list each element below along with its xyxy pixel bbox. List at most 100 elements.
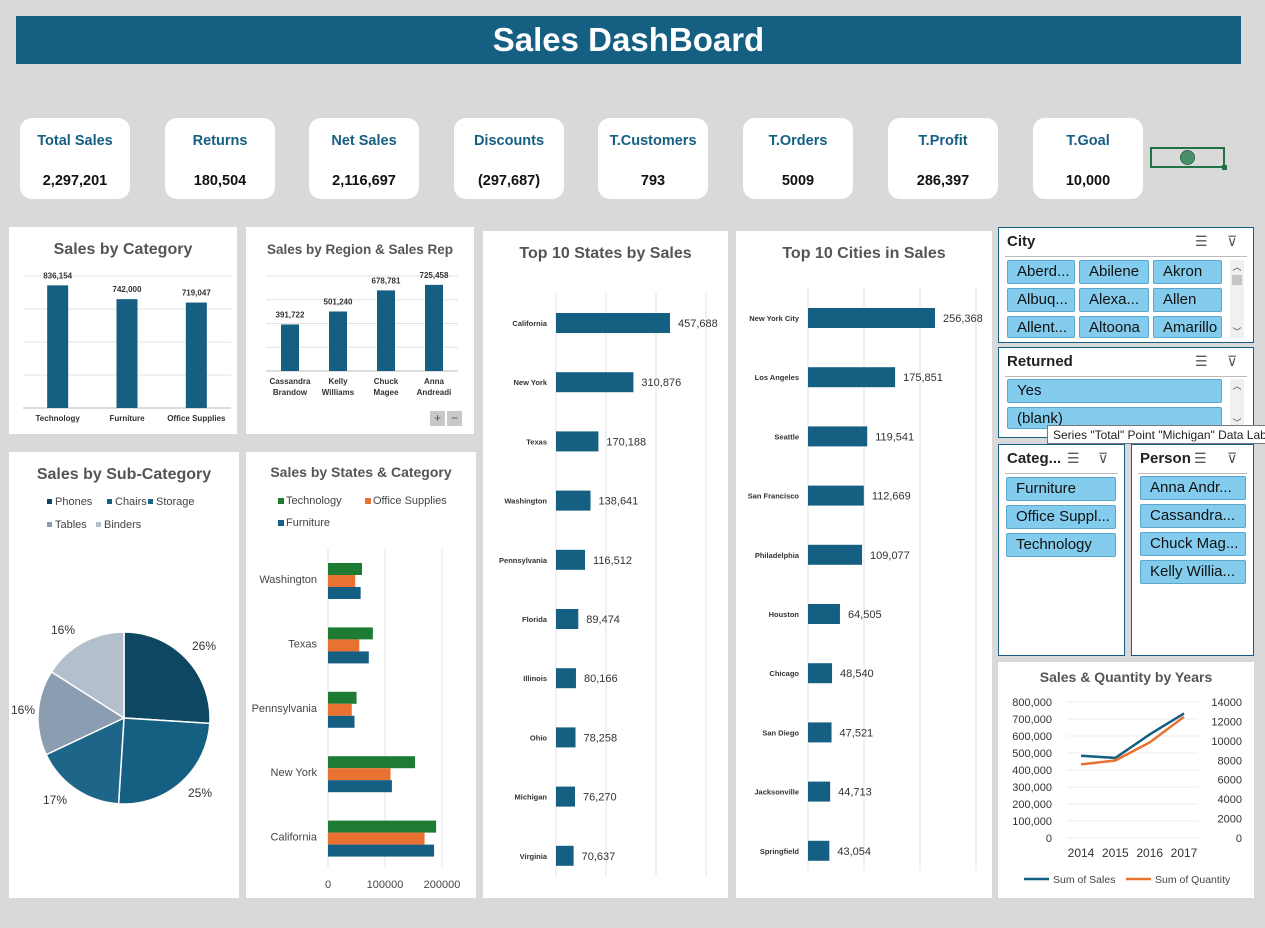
- legend-swatch: [47, 522, 52, 527]
- multi-select-icon[interactable]: ☰: [1194, 450, 1207, 466]
- slicer-item[interactable]: Cassandra...: [1140, 504, 1246, 528]
- chart-sales-by-subcategory[interactable]: Sales by Sub-Category Phones Chairs Storag…: [9, 452, 239, 898]
- bar: [328, 715, 355, 728]
- expand-button[interactable]: +: [430, 411, 445, 426]
- axis-tick: 200,000: [1012, 799, 1052, 811]
- fill-handle[interactable]: [1222, 165, 1227, 170]
- slicer-item[interactable]: Akron: [1153, 260, 1222, 284]
- slicer-scrollbar[interactable]: ︿ ﹀: [1230, 260, 1244, 338]
- chart-top-states[interactable]: Top 10 States by Sales California 457,688…: [483, 231, 728, 898]
- category-label: Los Angeles: [755, 373, 799, 382]
- slicer-item[interactable]: Yes: [1007, 379, 1222, 403]
- slicer-item[interactable]: (blank): [1007, 407, 1222, 429]
- legend-label: Storage: [156, 496, 195, 508]
- clear-filter-icon[interactable]: ⊽: [1098, 450, 1109, 466]
- slicer-category[interactable]: Categ... ☰ ⊽ Furniture Office Suppl... T…: [998, 444, 1125, 656]
- slicer-item[interactable]: Alexa...: [1079, 288, 1149, 312]
- kpi-label: Total Sales: [37, 133, 113, 149]
- slicer-item[interactable]: Office Suppl...: [1006, 505, 1116, 529]
- category-label: Anna: [424, 377, 445, 386]
- category-label: Technology: [36, 414, 81, 423]
- bar: [556, 668, 576, 689]
- chart-title: Sales by States & Category: [270, 464, 452, 480]
- states-category-bar-chart: Technology Office Supplies Furniture 0 10000…: [252, 495, 461, 891]
- slicer-item[interactable]: Kelly Willia...: [1140, 560, 1246, 584]
- data-label: 391,722: [276, 310, 305, 319]
- slicer-item[interactable]: Abilene: [1079, 260, 1149, 284]
- category-label: New York City: [749, 314, 800, 323]
- slicer-item[interactable]: Aberd...: [1007, 260, 1075, 284]
- axis-tick: 700,000: [1012, 714, 1052, 726]
- bar: [808, 840, 830, 861]
- chart-top-cities[interactable]: Top 10 Cities in Sales New York City 256,…: [736, 231, 992, 898]
- axis-tick: 800,000: [1012, 697, 1052, 709]
- category-label: San Diego: [762, 728, 799, 737]
- data-label: 80,166: [584, 673, 618, 685]
- states-bar-chart: California 457,688 New York 310,876 Texas 170…: [499, 293, 718, 876]
- multi-select-icon[interactable]: ☰: [1195, 353, 1208, 369]
- legend-label: Office Supplies: [373, 495, 447, 507]
- data-label: 76,270: [583, 792, 617, 804]
- data-label: 43,054: [837, 846, 871, 858]
- legend-swatch: [47, 499, 52, 504]
- category-label: Philadelphia: [755, 551, 800, 560]
- clear-filter-icon[interactable]: ⊽: [1227, 450, 1238, 466]
- category-label: Andreadi: [417, 388, 452, 397]
- selected-cell[interactable]: [1150, 147, 1227, 170]
- slicer-person[interactable]: Person ☰ ⊽ Anna Andr... Cassandra... Chu…: [1131, 444, 1254, 656]
- category-label: California: [512, 319, 547, 328]
- data-label: 725,458: [420, 271, 449, 280]
- slicer-item[interactable]: Anna Andr...: [1140, 476, 1246, 500]
- slicer-item[interactable]: Albuq...: [1007, 288, 1075, 312]
- legend-swatch: [96, 522, 101, 527]
- slicer-title: Returned: [1007, 353, 1073, 370]
- slicer-item[interactable]: Altoona: [1079, 316, 1149, 338]
- clear-filter-icon[interactable]: ⊽: [1227, 353, 1238, 369]
- bar: [808, 367, 896, 388]
- collapse-button[interactable]: −: [447, 411, 462, 426]
- kpi-value: 10,000: [1065, 173, 1111, 189]
- data-label: 256,368: [943, 313, 983, 325]
- chart-title: Sales by Sub-Category: [36, 466, 212, 483]
- slicer-scrollbar[interactable]: ︿ ﹀: [1230, 379, 1244, 429]
- slicer-item[interactable]: Furniture: [1006, 477, 1116, 501]
- multi-select-icon[interactable]: ☰: [1195, 233, 1208, 249]
- category-label: Springfield: [760, 847, 800, 856]
- slicer-item[interactable]: Allen: [1153, 288, 1222, 312]
- chart-sales-by-category[interactable]: Sales by Category 836,154 Technology 742,0…: [9, 227, 237, 434]
- bar: [808, 781, 831, 802]
- kpi-discounts: Discounts (297,687): [454, 118, 564, 199]
- slicer-item[interactable]: Chuck Mag...: [1140, 532, 1246, 556]
- bar: [808, 485, 864, 506]
- legend-swatch: [148, 499, 153, 504]
- category-label: Illinois: [523, 674, 547, 683]
- chart-title: Sales by Category: [53, 241, 193, 258]
- category-label: Furniture: [109, 414, 145, 423]
- bar: [556, 431, 599, 452]
- axis-tick: 2014: [1068, 846, 1095, 860]
- chart-sales-by-region[interactable]: Sales by Region & Sales Rep 391,722 Cassa…: [246, 227, 474, 434]
- bar: [377, 290, 395, 371]
- category-label: San Francisco: [748, 492, 800, 501]
- chart-sales-by-states-category[interactable]: Sales by States & Category Technology Off…: [246, 452, 476, 898]
- chart-title: Top 10 States by Sales: [519, 245, 692, 262]
- bar: [328, 575, 356, 587]
- data-label: 89,474: [586, 614, 620, 626]
- slicer-city[interactable]: City ☰ ⊽ Aberd... Abilene Akron Albuq...…: [998, 227, 1254, 343]
- multi-select-icon[interactable]: ☰: [1067, 450, 1080, 466]
- clear-filter-icon[interactable]: ⊽: [1227, 233, 1238, 249]
- category-label: Pennsylvania: [499, 556, 548, 565]
- slicer-returned[interactable]: Returned ☰ ⊽ Yes (blank) ︿ ﹀: [998, 347, 1254, 438]
- slicer-item[interactable]: Technology: [1006, 533, 1116, 557]
- slicer-item[interactable]: Allent...: [1007, 316, 1075, 338]
- bar: [116, 299, 138, 408]
- slicer-title: City: [1007, 233, 1036, 250]
- axis-tick: 2017: [1171, 846, 1198, 860]
- bar: [328, 820, 437, 833]
- category-label: Cassandra: [270, 377, 311, 386]
- slicer-divider: [1005, 376, 1247, 377]
- data-label: 48,540: [840, 668, 874, 680]
- cities-bar-chart: New York City 256,368 Los Angeles 175,851 Se…: [748, 288, 983, 871]
- slicer-item[interactable]: Amarillo: [1153, 316, 1222, 338]
- chart-sales-quantity-years[interactable]: Sales & Quantity by Years 800,000 700,000…: [998, 662, 1254, 898]
